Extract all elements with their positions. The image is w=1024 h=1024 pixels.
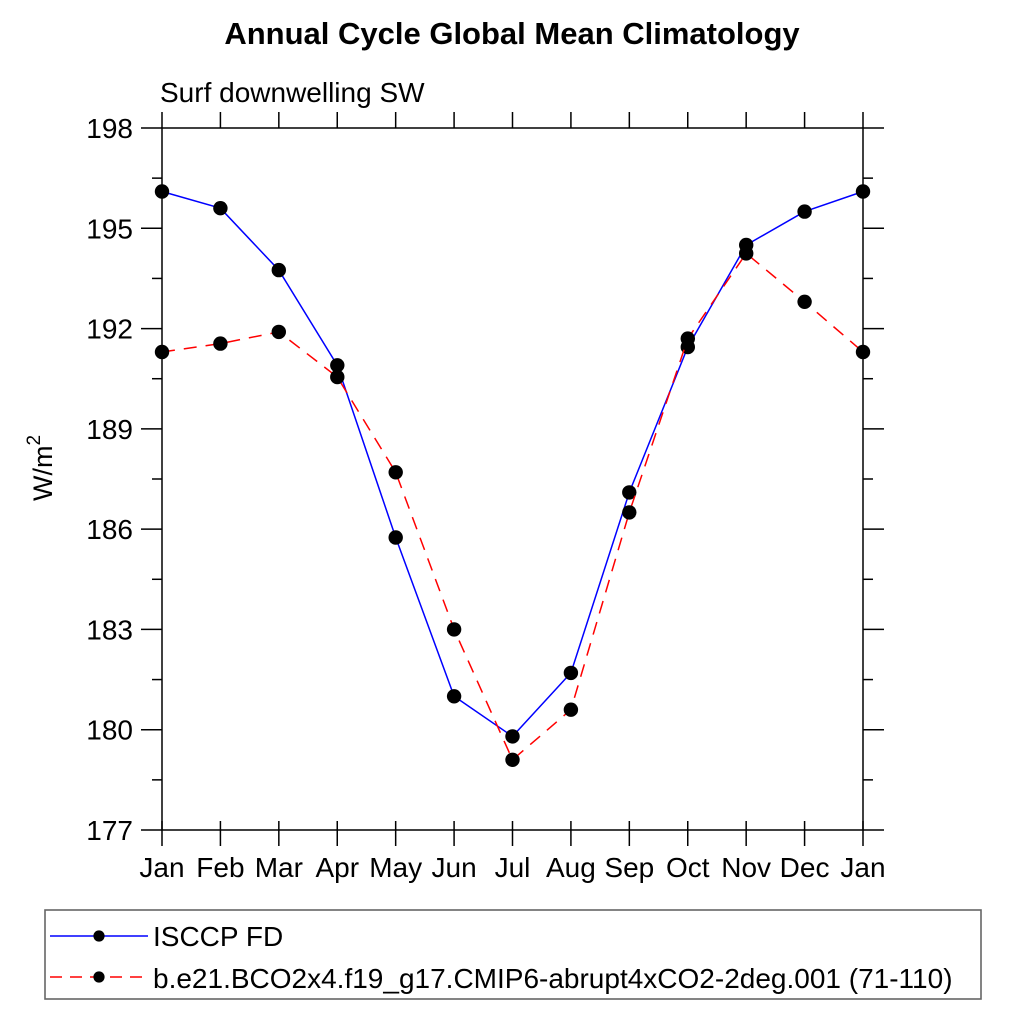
data-point-marker — [739, 246, 754, 261]
data-point-marker — [154, 184, 170, 199]
data-point-marker — [855, 184, 871, 199]
data-point-marker — [563, 702, 579, 717]
plot-box — [161, 127, 864, 831]
legend-box — [44, 909, 982, 1000]
data-point-marker — [213, 201, 228, 216]
data-point-marker — [446, 689, 462, 704]
data-point-marker — [680, 331, 695, 346]
x-tick-label: Oct — [666, 852, 710, 883]
x-tick-label: Apr — [315, 852, 359, 883]
data-point-marker — [154, 344, 170, 360]
data-point-marker — [271, 324, 286, 340]
x-tick-label: Dec — [780, 852, 830, 883]
data-point-marker — [855, 344, 871, 360]
data-point-marker — [622, 485, 637, 500]
x-tick-label: Sep — [604, 852, 654, 883]
data-point-marker — [213, 336, 228, 351]
chart-title: Annual Cycle Global Mean Climatology — [224, 16, 800, 51]
data-point-marker — [271, 262, 286, 278]
chart-subtitle: Surf downwelling SW — [160, 77, 425, 108]
y-axis-label: W/m2 — [24, 435, 58, 501]
y-tick-label: 192 — [86, 314, 133, 345]
y-tick-label: 195 — [86, 213, 133, 244]
legend-entry-isccp-fd: ISCCP FD — [50, 921, 283, 952]
legend-marker-dot — [93, 930, 105, 942]
legend-marker-dot — [93, 971, 105, 983]
x-tick-label: Jan — [840, 852, 885, 883]
x-tick-label: Jan — [139, 852, 184, 883]
data-point-marker — [505, 729, 520, 744]
series-line-1 — [161, 252, 864, 762]
legend-entry-model-run: b.e21.BCO2x4.f19_g17.CMIP6-abrupt4xCO2-2… — [50, 963, 953, 994]
x-tick-label: Jul — [495, 852, 531, 883]
y-tick-label: 189 — [86, 414, 133, 445]
data-point-marker — [797, 204, 812, 219]
x-tick-label: Mar — [255, 852, 303, 883]
legend-label-isccp-fd: ISCCP FD — [153, 921, 283, 952]
x-tick-label: Jun — [432, 852, 477, 883]
y-tick-label: 177 — [86, 815, 133, 846]
data-series — [154, 184, 871, 767]
x-tick-label: May — [369, 852, 422, 883]
data-point-marker — [563, 665, 579, 681]
y-tick-label: 198 — [86, 113, 133, 144]
data-point-marker — [797, 294, 812, 309]
axes: Jan Feb Mar Apr May Jun Jul Aug Sep Oct Nov Dec Jan1… — [86, 112, 886, 883]
data-point-marker — [388, 465, 403, 480]
legend-label-model-run: b.e21.BCO2x4.f19_g17.CMIP6-abrupt4xCO2-2… — [153, 963, 953, 994]
y-tick-label: 186 — [86, 514, 133, 545]
data-point-marker — [446, 622, 462, 637]
data-point-marker — [505, 752, 520, 767]
x-tick-label: Nov — [721, 852, 771, 883]
y-tick-label: 183 — [86, 614, 133, 645]
y-tick-label: 180 — [86, 715, 133, 746]
x-tick-label: Aug — [546, 852, 596, 883]
legend: ISCCP FD b.e21.BCO2x4.f19_g17.CMIP6-abru… — [44, 909, 982, 1000]
data-point-marker — [330, 369, 345, 385]
data-point-marker — [388, 530, 403, 545]
data-point-marker — [330, 358, 345, 373]
series-line-0 — [161, 190, 864, 738]
x-tick-label: Feb — [196, 852, 244, 883]
data-point-marker — [622, 505, 637, 520]
